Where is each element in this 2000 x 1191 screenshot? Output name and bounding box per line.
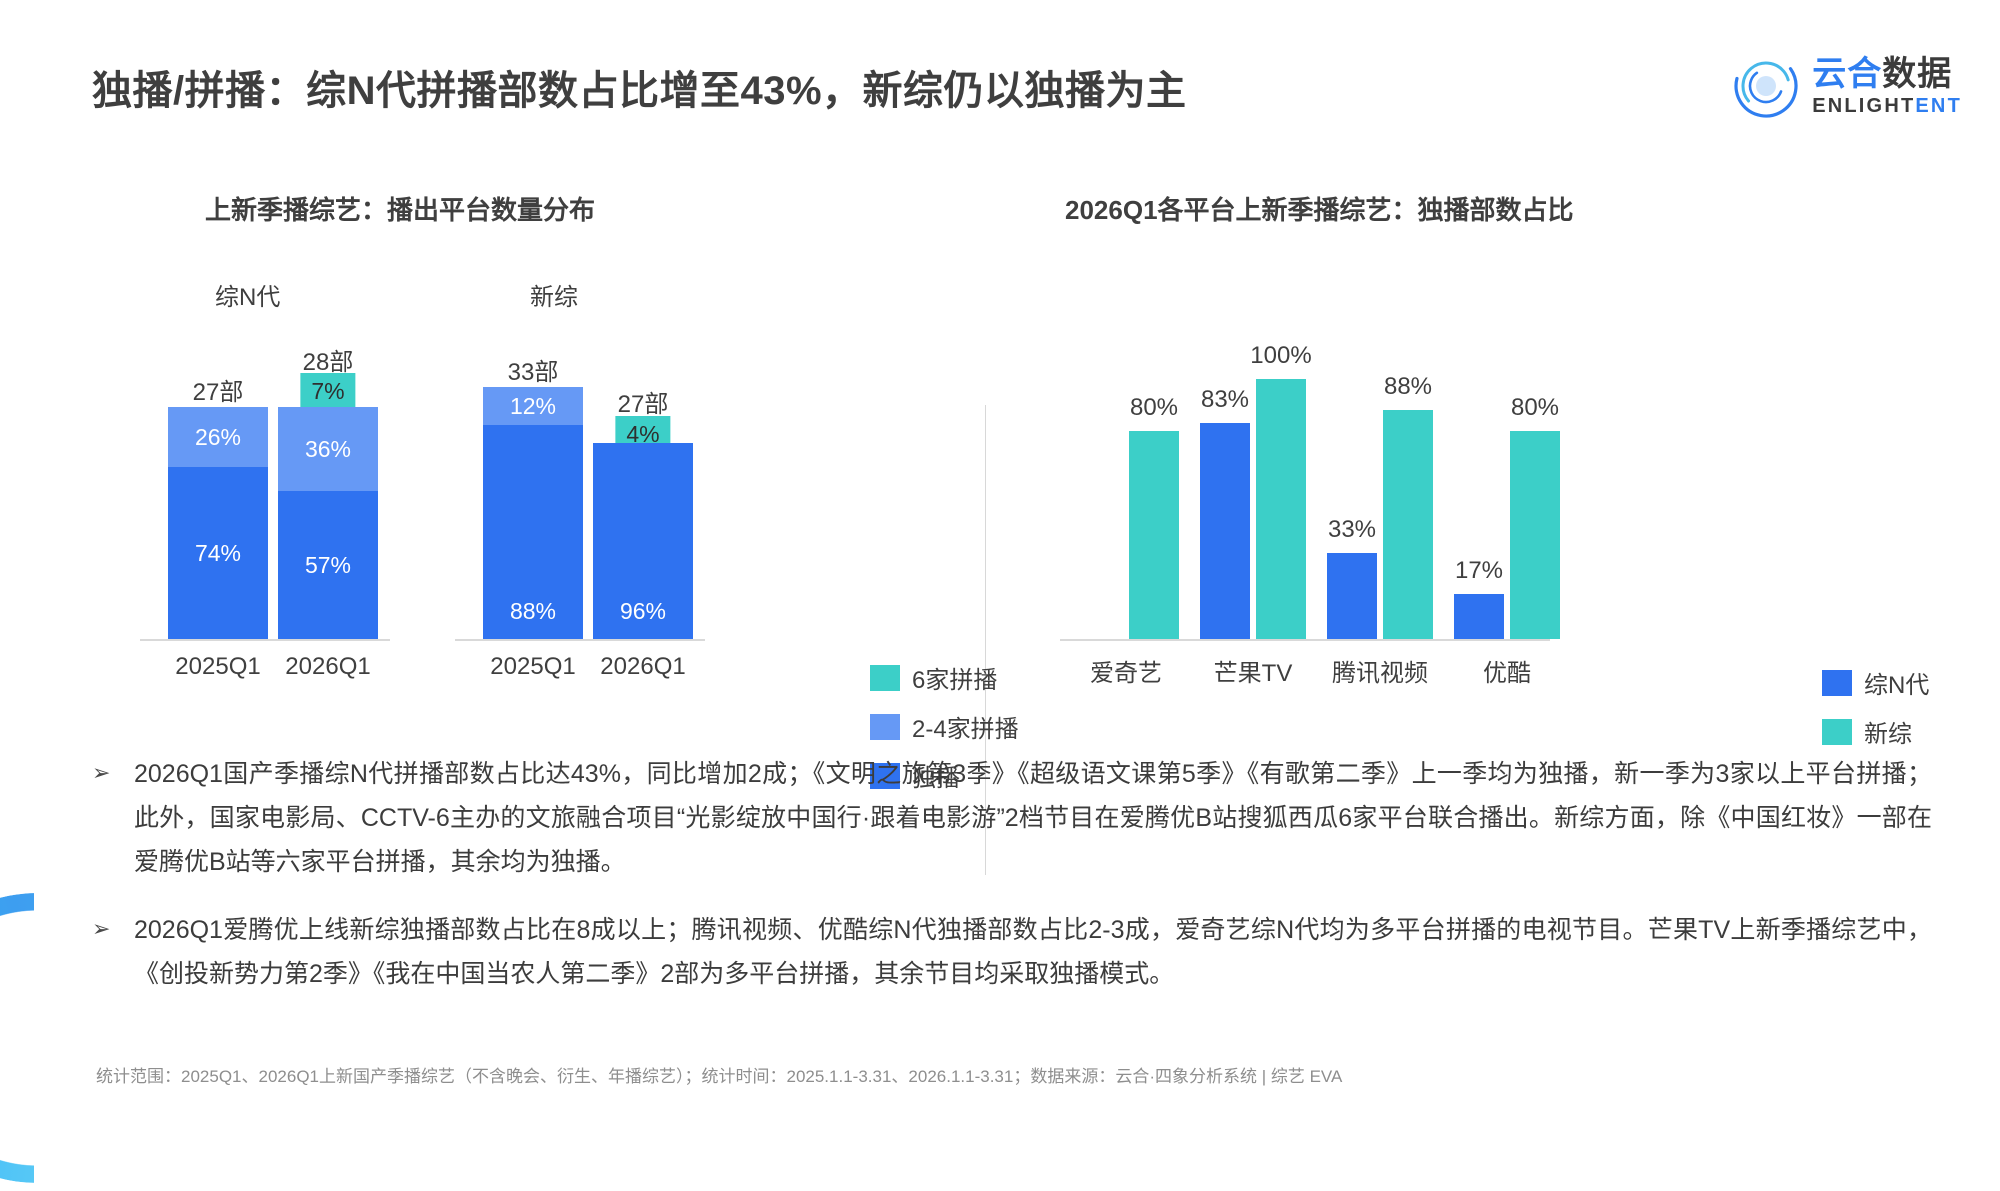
brand-name-en-primary: ENLIGHT (1812, 94, 1916, 117)
legend-swatch-teal (870, 664, 900, 691)
category-label: 2026Q1 (600, 653, 686, 680)
brand-logo: 云合数据 ENLIGHTENT (1732, 52, 1962, 120)
bar-segment-label: 74% (194, 539, 242, 566)
legend-label: 6家拼播 (912, 667, 998, 694)
bar-segment-duboo: 88% (483, 425, 583, 639)
circular-swirl-icon (1732, 52, 1800, 120)
footer-note: 统计范围：2025Q1、2026Q1上新国产季播综艺（不含晚会、衍生、年播综艺）… (96, 1067, 1343, 1086)
group-label-zongndai: 综N代 (215, 284, 281, 311)
chart-divider (985, 405, 986, 875)
category-label: 优酷 (1483, 660, 1531, 687)
axis-line-group2 (455, 639, 705, 641)
bar-total-label: 27部 (192, 379, 244, 406)
bar-total-label: 28部 (302, 349, 354, 376)
bullet-arrow-icon: ➢ (92, 760, 111, 785)
bar-youku-zongndai[interactable]: 17% (1454, 557, 1504, 639)
bullet-arrow-icon: ➢ (92, 916, 111, 941)
legend-item-dubo[interactable]: 独播 (870, 758, 1019, 793)
legend-item-zongndai[interactable]: 综N代 (1822, 665, 1929, 700)
bar-segment-label: 4% (626, 421, 660, 447)
legend-swatch-blue (1822, 669, 1852, 696)
bar-segment-label: 7% (311, 378, 345, 404)
category-label: 腾讯视频 (1332, 660, 1428, 687)
bar-segment-label: 26% (194, 423, 242, 450)
left-chart-title: 上新季播综艺：播出平台数量分布 (205, 195, 596, 225)
bar-segment-label: 36% (304, 435, 352, 462)
category-label: 2025Q1 (490, 653, 576, 680)
bar-segment-label: 57% (304, 551, 352, 578)
legend-item-2-4jia[interactable]: 2-4家拼播 (870, 709, 1019, 744)
bar-group-youku[interactable]: 17% 80% 优酷 (1454, 319, 1560, 687)
charts-area: 上新季播综艺：播出平台数量分布 2026Q1各平台上新季播综艺：独播部数占比 综… (0, 190, 2000, 875)
legend-item-xinzong[interactable]: 新综 (1822, 714, 1929, 749)
bar-group-mangguotv[interactable]: 83% 100% 芒果TV (1200, 319, 1312, 687)
bar-mangguotv-xinzong[interactable]: 100% (1250, 342, 1312, 639)
bar-segment-label: 12% (509, 392, 557, 419)
bar-segment-label: 88% (509, 598, 557, 624)
bar-value-label: 83% (1200, 386, 1250, 413)
axis-line-group1 (140, 639, 390, 641)
bar-segment-6-callout: 7% (300, 373, 356, 410)
bar-value-label: 17% (1454, 557, 1504, 584)
bullet-text: 2026Q1爱腾优上线新综独播部数占比在8成以上；腾讯视频、优酷综N代独播部数占… (134, 916, 1932, 988)
bar-segment-label: 96% (619, 598, 667, 624)
bar-youku-xinzong[interactable]: 80% (1510, 394, 1560, 639)
bar-value-label: 80% (1129, 394, 1179, 421)
bullet-list: ➢ 2026Q1国产季播综N代拼播部数占比达43%，同比增加2成；《文明之旅第3… (92, 752, 1932, 1020)
category-label: 爱奇艺 (1090, 660, 1162, 687)
bar-value-label: 80% (1510, 394, 1560, 421)
bar-group-aiqiyi[interactable]: 80% 爱奇艺 (1073, 319, 1179, 687)
legend-label: 独播 (912, 765, 960, 792)
brand-name-cn-primary: 云合 (1812, 54, 1883, 93)
right-chart-title: 2026Q1各平台上新季播综艺：独播部数占比 (1065, 195, 1574, 225)
bullet-item-1: ➢ 2026Q1国产季播综N代拼播部数占比达43%，同比增加2成；《文明之旅第3… (92, 752, 1932, 884)
bar-value-label: 33% (1327, 516, 1377, 543)
bar-total-label: 27部 (617, 391, 669, 418)
bar-segment-duboo: 57% (278, 491, 378, 639)
bullet-text: 2026Q1国产季播综N代拼播部数占比达43%，同比增加2成；《文明之旅第3季》… (134, 760, 1932, 876)
axis-line (1060, 639, 1550, 641)
bar-tengxun-xinzong[interactable]: 88% (1383, 373, 1433, 639)
bar-segment-2-4: 12% (483, 387, 583, 425)
category-label: 2025Q1 (175, 653, 261, 680)
right-chart-legend: 综N代 新综 (1822, 665, 1929, 749)
bar-value-label: 88% (1383, 373, 1433, 400)
brand-name-en-secondary: ENT (1915, 94, 1962, 117)
page-title: 独播/拼播：综N代拼播部数占比增至43%，新综仍以独播为主 (92, 69, 1187, 113)
legend-item-6jia[interactable]: 6家拼播 (870, 660, 1019, 695)
legend-swatch-light-blue (870, 713, 900, 740)
legend-swatch-blue (870, 762, 900, 789)
category-label: 2026Q1 (285, 653, 371, 680)
bar-mangguotv-zongndai[interactable]: 83% (1200, 386, 1250, 639)
legend-label: 新综 (1864, 721, 1912, 748)
bar-segment-2-4: 36% (278, 407, 378, 491)
bullet-item-2: ➢ 2026Q1爱腾优上线新综独播部数占比在8成以上；腾讯视频、优酷综N代独播部… (92, 908, 1932, 996)
brand-name-cn: 云合数据 (1812, 57, 1962, 91)
bar-segment-duboo: 96% (593, 443, 693, 639)
bar-aiqiyi-xinzong[interactable]: 80% (1129, 394, 1179, 639)
legend-label: 综N代 (1864, 672, 1930, 699)
bar-tengxun-zongndai[interactable]: 33% (1327, 516, 1377, 639)
left-chart-legend: 6家拼播 2-4家拼播 独播 (870, 660, 1019, 793)
legend-swatch-teal (1822, 718, 1852, 745)
legend-label: 2-4家拼播 (912, 716, 1019, 743)
bar-segment-duboo: 74% (168, 467, 268, 639)
category-label: 芒果TV (1213, 660, 1293, 687)
left-stacked-bar-chart: 综N代 新综 27部 26% 74% 2025Q1 28部 7% (100, 235, 1019, 792)
brand-name-en: ENLIGHTENT (1812, 96, 1962, 116)
bar-total-label: 33部 (507, 359, 559, 386)
group-label-xinzong: 新综 (530, 284, 578, 311)
bar-segment-2-4: 26% (168, 407, 268, 467)
right-grouped-bar-chart: 80% 爱奇艺 83% 100% 芒果TV 33% 88% 腾讯视频 17% (1040, 235, 1840, 715)
brand-name-cn-secondary: 数据 (1882, 54, 1953, 93)
bar-value-label: 100% (1250, 342, 1312, 369)
bar-group-tengxun[interactable]: 33% 88% 腾讯视频 (1327, 319, 1433, 687)
